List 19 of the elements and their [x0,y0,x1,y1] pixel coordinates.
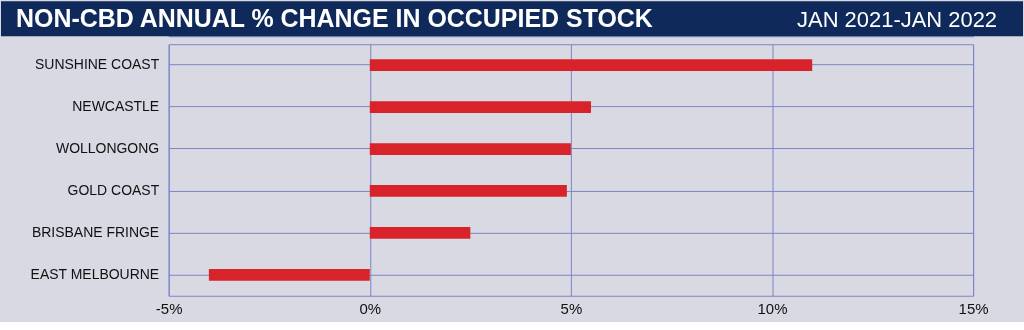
y-tick-label: BRISBANE FRINGE [31,223,160,240]
bar [369,143,571,155]
bar [369,226,471,239]
bar [369,59,813,72]
chart-subtitle: JAN 2021-JAN 2022 [797,7,998,33]
bar [369,101,591,113]
y-tick-label: EAST MELBOURNE [30,265,160,282]
chart-title: NON-CBD ANNUAL % CHANGE IN OCCUPIED STOCK [15,4,653,33]
y-tick-label: GOLD COAST [67,181,160,198]
x-tick-label: 0% [359,300,382,318]
y-tick-label: SUNSHINE COAST [35,56,160,73]
y-tick-label: WOLLONGONG [55,140,160,157]
bar [369,185,567,197]
x-tick-label: 15% [958,300,989,318]
x-tick-label: 5% [560,300,583,318]
bar [208,268,370,281]
x-tick-label: 10% [757,300,788,318]
y-tick-label: NEWCASTLE [72,98,160,115]
x-tick-label: -5% [155,300,183,318]
